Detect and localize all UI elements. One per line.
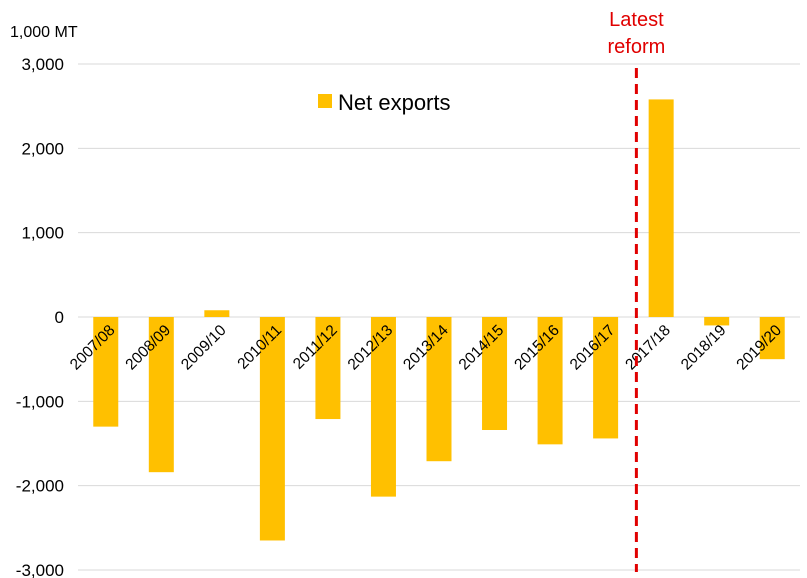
y-tick-label: 2,000	[21, 139, 64, 158]
legend-swatch	[318, 94, 332, 108]
y-tick-label: 3,000	[21, 55, 64, 74]
bar-2010-11	[259, 317, 285, 541]
legend-label: Net exports	[338, 90, 451, 115]
bars	[93, 99, 785, 541]
x-tick-label: 2009/10	[178, 322, 230, 374]
legend: Net exports	[318, 90, 451, 115]
bar-2009-10	[204, 310, 230, 317]
x-tick-label: 2018/19	[678, 322, 730, 374]
y-tick-label: 1,000	[21, 224, 64, 243]
x-tick-labels: 2007/08 2008/09 2009/10 2010/11 2011/12 2012/…	[67, 322, 785, 374]
bar-2011-12	[315, 317, 341, 420]
bar-2017-18	[648, 99, 674, 317]
bar-2014-15	[482, 317, 508, 431]
y-tick-label: -2,000	[16, 477, 64, 496]
x-tick-label: 2017/18	[622, 322, 674, 374]
bar-2016-17	[593, 317, 619, 439]
bar-2008-09	[148, 317, 174, 473]
reform-annotation: Latest reform	[607, 9, 665, 572]
annotation-label-line-1: Latest	[609, 9, 664, 31]
bar-2013-14	[426, 317, 452, 462]
y-tick-label: 0	[55, 308, 64, 327]
y-tick-labels: -3,000 -2,000 -1,000 0 1,000 2,000 3,000	[16, 55, 64, 578]
bar-2018-19	[704, 317, 730, 326]
y-tick-label: -1,000	[16, 392, 64, 411]
bar-2019-20	[759, 317, 785, 360]
bar-2015-16	[537, 317, 563, 445]
bar-2007-08	[93, 317, 119, 427]
bar-2012-13	[370, 317, 396, 497]
annotation-label-line-2: reform	[607, 36, 665, 58]
y-unit-label: 1,000 MT	[10, 24, 78, 41]
y-tick-label: -3,000	[16, 561, 64, 578]
